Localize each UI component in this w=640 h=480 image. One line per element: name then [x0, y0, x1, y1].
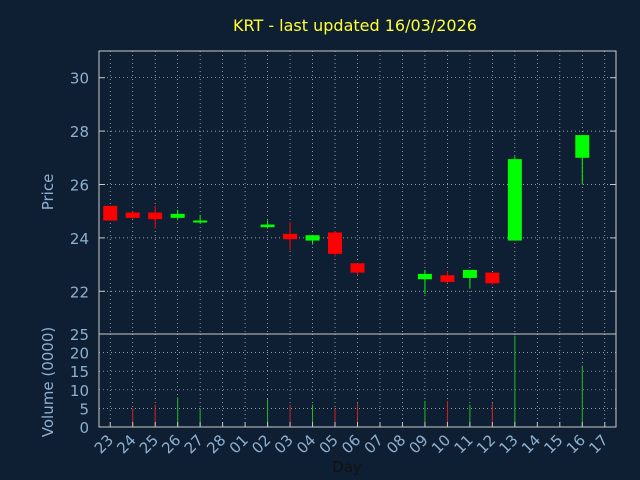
volume-tick-label: 5 — [79, 400, 89, 418]
price-tick-label: 22 — [70, 283, 89, 301]
price-tick-label: 26 — [70, 176, 89, 194]
candle-body — [440, 275, 455, 282]
candle-body — [485, 272, 500, 284]
candle-body — [193, 220, 208, 223]
candle-body — [417, 273, 432, 280]
volume-tick-label: 20 — [70, 345, 89, 363]
candle-body — [103, 205, 118, 221]
price-tick-label: 24 — [70, 230, 89, 248]
volume-axis-label: Volume (0000) — [39, 327, 57, 437]
price-axis-label: Price — [39, 174, 57, 211]
candle-body — [148, 212, 163, 220]
price-tick-label: 28 — [70, 123, 89, 141]
candle-body — [350, 263, 365, 273]
candle-body — [462, 269, 477, 278]
candle-body — [328, 232, 343, 254]
price-tick-label: 30 — [70, 70, 89, 88]
candle-body — [283, 233, 298, 240]
day-tick-label: 17 — [585, 431, 611, 457]
candle-body — [507, 159, 522, 241]
volume-tick-label: 15 — [70, 363, 89, 381]
candle-body — [260, 224, 275, 228]
candle-body — [575, 135, 590, 158]
volume-tick-label: 25 — [70, 326, 89, 344]
volume-tick-label: 0 — [79, 419, 89, 437]
chart-title: KRT - last updated 16/03/2026 — [233, 16, 477, 35]
candle-body — [170, 213, 185, 218]
candle-body — [125, 212, 140, 218]
price-panel: 22 24 26 28 30 — [70, 50, 617, 335]
candle-body — [305, 235, 320, 241]
day-axis-label: Day — [332, 458, 362, 476]
volume-tick-label: 10 — [70, 382, 89, 400]
